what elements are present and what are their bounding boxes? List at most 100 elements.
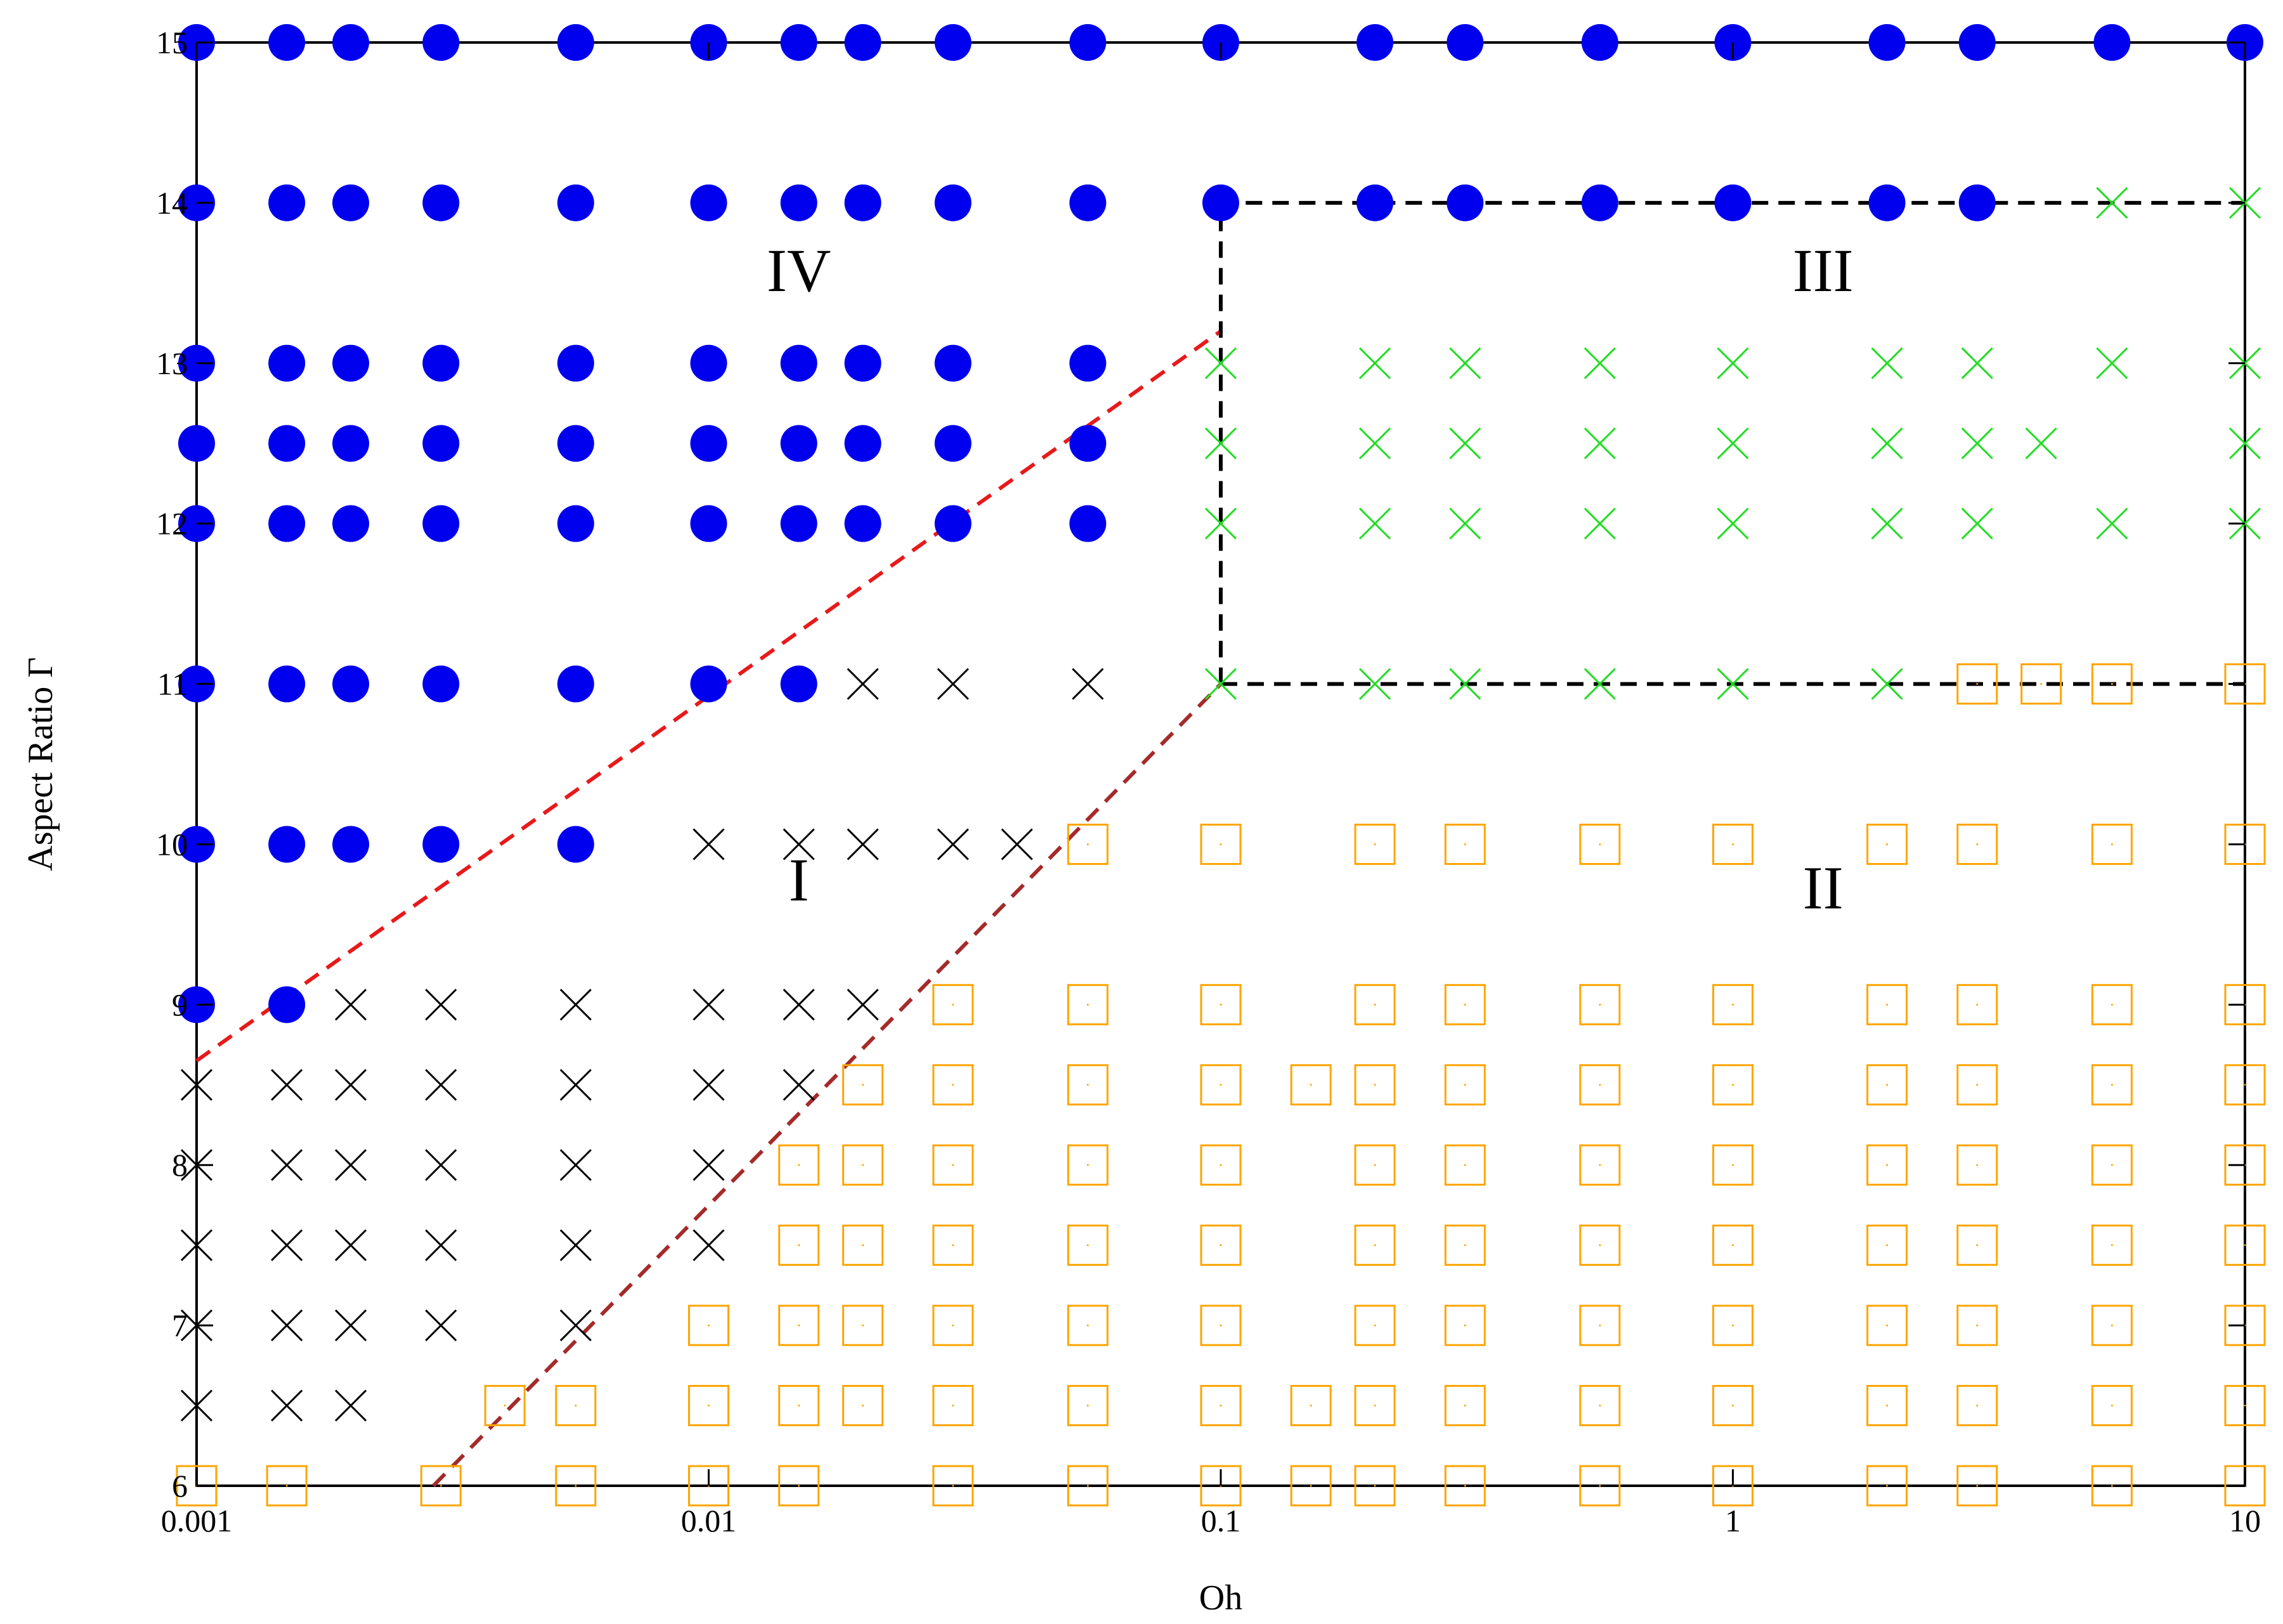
- data-point-square: [1712, 1385, 1753, 1427]
- data-point-square: [2091, 1304, 2133, 1346]
- square-outline: [2224, 1224, 2266, 1266]
- square-center-dot: [1886, 1084, 1889, 1086]
- data-point-circle: [1714, 184, 1752, 221]
- data-point-square: [842, 1224, 884, 1266]
- data-point-cross: [180, 1389, 213, 1422]
- square-outline: [1956, 1465, 1998, 1507]
- square-outline: [1956, 1064, 1998, 1106]
- square-outline: [1866, 1465, 1908, 1507]
- x-tick-label: 0.1: [1201, 1503, 1241, 1538]
- cross-stroke: [847, 668, 879, 700]
- data-point-cross: [2096, 507, 2128, 540]
- data-point-cross: [783, 828, 815, 861]
- square-outline: [2224, 1385, 2266, 1427]
- square-center-dot: [1732, 1003, 1734, 1006]
- square-center-dot: [952, 1164, 954, 1166]
- data-point-cross: [693, 989, 725, 1021]
- data-point-square: [2224, 1224, 2266, 1266]
- data-point-square: [1067, 1304, 1109, 1346]
- square-center-dot: [1374, 1484, 1376, 1487]
- square-center-dot: [1599, 1484, 1601, 1487]
- data-point-square: [1956, 1144, 1998, 1186]
- square-center-dot: [1599, 843, 1601, 845]
- cross-stroke: [335, 989, 367, 1021]
- data-point-square: [1444, 1224, 1486, 1266]
- data-point-circle: [1069, 344, 1107, 382]
- square-center-dot: [2111, 1164, 2113, 1166]
- cross-stroke: [1359, 507, 1391, 540]
- square-outline: [1579, 1064, 1621, 1106]
- square-outline: [932, 1144, 974, 1186]
- square-center-dot: [1732, 1244, 1734, 1247]
- square-center-dot: [1976, 1003, 1979, 1006]
- square-center-dot: [1086, 1324, 1089, 1327]
- data-point-circle: [1581, 24, 1618, 61]
- square-outline: [688, 1385, 729, 1427]
- data-point-circle: [844, 425, 881, 462]
- data-point-circle: [422, 505, 460, 542]
- data-point-cross: [1717, 507, 1749, 540]
- square-center-dot: [1220, 1244, 1222, 1247]
- data-point-square: [1067, 1144, 1109, 1186]
- y-tick-label: 14: [156, 185, 188, 221]
- square-center-dot: [1220, 1084, 1222, 1086]
- data-point-cross: [1204, 507, 1237, 540]
- square-center-dot: [1220, 1405, 1222, 1407]
- data-point-square: [1579, 984, 1621, 1025]
- square-outline: [1354, 1465, 1396, 1507]
- square-outline: [1354, 823, 1396, 865]
- data-point-circle: [690, 344, 727, 382]
- data-point-circle: [2093, 24, 2131, 61]
- data-point-circle: [1447, 24, 1484, 61]
- data-point-square: [2091, 984, 2133, 1025]
- cross-stroke: [1001, 828, 1033, 861]
- data-point-cross: [1961, 507, 1993, 540]
- square-center-dot: [952, 1003, 954, 1006]
- cross-stroke: [1204, 347, 1237, 379]
- data-point-square: [1200, 1224, 1242, 1266]
- cross-stroke: [559, 1149, 592, 1181]
- square-center-dot: [862, 1164, 864, 1166]
- data-point-square: [2020, 663, 2062, 705]
- data-point-square: [1354, 823, 1396, 865]
- square-outline: [555, 1385, 597, 1427]
- data-point-circle: [268, 986, 306, 1023]
- cross-stroke: [335, 1069, 367, 1101]
- data-point-circle: [268, 24, 306, 61]
- square-outline: [1866, 1144, 1908, 1186]
- data-point-square: [1712, 1224, 1753, 1266]
- data-point-square: [1956, 1064, 1998, 1106]
- square-outline: [778, 1385, 820, 1427]
- square-center-dot: [1886, 1405, 1889, 1407]
- data-point-circle: [268, 826, 306, 863]
- data-point-circle: [557, 425, 594, 462]
- cross-stroke: [271, 1149, 303, 1181]
- data-point-square: [1067, 1465, 1109, 1507]
- square-outline: [2091, 1385, 2133, 1427]
- data-point-square: [1354, 1144, 1396, 1186]
- data-point-cross: [847, 828, 879, 861]
- square-center-dot: [1599, 1244, 1601, 1247]
- square-center-dot: [1732, 1164, 1734, 1166]
- square-center-dot: [1086, 1244, 1089, 1247]
- square-outline: [1444, 1465, 1486, 1507]
- data-point-circle: [1069, 24, 1107, 61]
- square-center-dot: [1464, 843, 1466, 845]
- y-tick-label: 9: [172, 987, 188, 1022]
- cross-stroke: [693, 1069, 725, 1101]
- square-center-dot: [952, 1405, 954, 1407]
- square-center-dot: [1732, 1084, 1734, 1086]
- data-point-square: [842, 1385, 884, 1427]
- cross-stroke: [559, 1229, 592, 1261]
- square-center-dot: [798, 1324, 800, 1327]
- data-point-cross: [425, 1069, 457, 1101]
- square-center-dot: [1374, 1003, 1376, 1006]
- data-point-circle: [690, 425, 727, 462]
- data-point-cross: [335, 1069, 367, 1101]
- data-point-square: [420, 1465, 462, 1507]
- square-center-dot: [2111, 1003, 2113, 1006]
- data-point-circle: [557, 24, 594, 61]
- data-point-cross: [1717, 668, 1749, 700]
- data-point-square: [2091, 1385, 2133, 1427]
